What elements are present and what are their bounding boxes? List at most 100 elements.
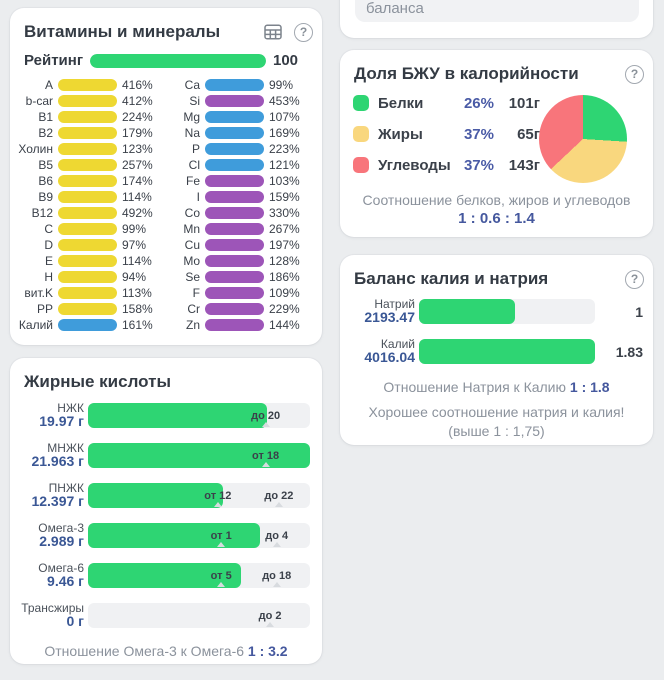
- nutrient-label: Холин: [18, 142, 53, 156]
- nutrient-value: 99%: [122, 222, 147, 236]
- nutrient-value: 121%: [269, 158, 300, 172]
- sodium-potassium-card: Баланс калия и натрия ? Натрий 2193.47 1 Ка…: [340, 255, 653, 445]
- nutrient-label: Na: [184, 126, 200, 140]
- nutrient-row: Ca 99%: [160, 77, 322, 93]
- nutrient-row: Mg 107%: [160, 109, 322, 125]
- fatty-acid-labels: Трансжиры 0 г: [10, 602, 84, 629]
- fatty-acid-labels: Омега-3 2.989 г: [10, 522, 84, 549]
- nutrient-bar: [58, 143, 117, 155]
- balance-ratio-footer: Отношение Натрия к Калию 1 : 1.8: [340, 379, 653, 395]
- nutrient-row: Холин 123%: [10, 141, 160, 157]
- meter-bar: до 2: [88, 603, 310, 628]
- help-icon[interactable]: ?: [625, 64, 644, 84]
- nutrient-row: Калий 161%: [10, 317, 160, 333]
- nutrient-bar: [205, 175, 264, 187]
- nutrient-bar: [205, 303, 264, 315]
- nutrient-row: B9 114%: [10, 189, 160, 205]
- nutrient-value: 416%: [122, 78, 153, 92]
- legend-grams: 65г: [517, 125, 540, 143]
- cut-off-text-box: баланса: [355, 0, 639, 22]
- nutrient-value: 492%: [122, 206, 153, 220]
- legend-item: Жиры 37% 65г: [353, 125, 653, 143]
- nutrient-bar: [205, 255, 264, 267]
- help-icon[interactable]: ?: [294, 22, 313, 42]
- marker-label: до 18: [262, 569, 292, 582]
- nutrient-label: P: [191, 142, 200, 156]
- legend-percent: 37%: [463, 156, 494, 174]
- nutrient-label: Mg: [183, 110, 200, 124]
- fatty-acid-amount: 21.963 г: [31, 453, 84, 469]
- nutrient-bar: [205, 95, 264, 107]
- nutrient-row: B5 257%: [10, 157, 160, 173]
- fatty-acid-name: Омега-3: [38, 521, 84, 535]
- bju-body: Белки 26% 101г Жиры 37% 65г Углеводы 37% 143г: [353, 95, 653, 188]
- nutrients-grid: A 416% b-car 412% B1 224% B2 179% Холин 123% B5 257…: [10, 77, 322, 333]
- balance-name: Калий: [380, 337, 415, 351]
- nutrient-label: E: [44, 254, 53, 268]
- nutrient-row: вит.K 113%: [10, 285, 160, 301]
- bju-ratio-value: 1 : 0.6 : 1.4: [458, 210, 535, 227]
- nutrient-value: 186%: [269, 270, 300, 284]
- nutrient-value: 114%: [122, 190, 152, 204]
- rating-value: 100: [273, 52, 299, 69]
- fatty-acid-row: Омега-3 2.989 г от 1 до 4: [10, 522, 322, 549]
- nutrient-bar: [205, 191, 264, 203]
- nutrient-value: 114%: [122, 254, 152, 268]
- nutrient-label: B1: [38, 110, 53, 124]
- nutrient-label: Калий: [18, 318, 53, 332]
- nutrient-row: B2 179%: [10, 125, 160, 141]
- legend-name: Углеводы: [378, 156, 451, 174]
- rating-bar-fill: [90, 53, 266, 68]
- fatty-acid-row: МНЖК 21.963 г от 18: [10, 442, 322, 469]
- nutrient-value: 161%: [122, 318, 153, 332]
- nutrient-value: 223%: [269, 142, 300, 156]
- marker-label: до 22: [264, 489, 294, 502]
- nutrient-label: C: [44, 222, 53, 236]
- nutrient-value: 107%: [269, 110, 300, 124]
- marker-label: от 18: [252, 449, 280, 462]
- nutrient-row: Mn 267%: [160, 221, 322, 237]
- nutrient-label: Cl: [188, 158, 200, 172]
- nutrient-row: Se 186%: [160, 269, 322, 285]
- legend-name: Жиры: [378, 125, 423, 143]
- nutrient-row: Cl 121%: [160, 157, 322, 173]
- nutrient-row: PP 158%: [10, 301, 160, 317]
- nutrient-label: A: [44, 78, 53, 92]
- nutrient-bar: [58, 303, 117, 315]
- balance-ratio-value: 1: [635, 303, 643, 320]
- nutrient-row: Zn 144%: [160, 317, 322, 333]
- balance-labels: Калий 4016.04: [340, 338, 415, 365]
- nutrient-label: B5: [38, 158, 53, 172]
- help-icon[interactable]: ?: [625, 269, 644, 289]
- nutrient-row: b-car 412%: [10, 93, 160, 109]
- fatty-acid-amount: 0 г: [66, 613, 84, 629]
- balance-amount: 2193.47: [364, 309, 415, 325]
- nutrient-bar: [205, 271, 264, 283]
- nutrient-label: Cr: [187, 302, 200, 316]
- nutrient-value: 174%: [122, 174, 153, 188]
- nutrient-value: 128%: [269, 254, 300, 268]
- marker-triangle-icon: [272, 582, 281, 587]
- legend-grams: 143г: [508, 156, 540, 174]
- vitamins-title: Витамины и минералы: [24, 22, 221, 41]
- nutrient-row: Fe 103%: [160, 173, 322, 189]
- table-view-icon[interactable]: [263, 22, 283, 42]
- nutrient-bar: [205, 319, 264, 331]
- marker-label: от 5: [210, 569, 232, 582]
- nutrient-value: 197%: [269, 238, 300, 252]
- meter-bar: от 1 до 4: [88, 523, 310, 548]
- nutrient-row: B6 174%: [10, 173, 160, 189]
- nutrient-bar: [58, 79, 117, 91]
- nutrient-row: Co 330%: [160, 205, 322, 221]
- meter-bar: от 12 до 22: [88, 483, 310, 508]
- fatty-acid-amount: 12.397 г: [31, 493, 84, 509]
- nutrient-value: 229%: [269, 302, 300, 316]
- fatty-acids-card: Жирные кислоты НЖК 19.97 г до 20 МНЖК 21.963…: [10, 358, 322, 664]
- nutrient-value: 97%: [122, 238, 147, 252]
- meter-fill: [419, 339, 595, 364]
- nutrient-label: PP: [36, 302, 53, 316]
- nutrient-label: B9: [38, 190, 53, 204]
- legend-percent: 37%: [463, 125, 494, 143]
- nutrient-bar: [58, 175, 117, 187]
- nutrient-row: Cu 197%: [160, 237, 322, 253]
